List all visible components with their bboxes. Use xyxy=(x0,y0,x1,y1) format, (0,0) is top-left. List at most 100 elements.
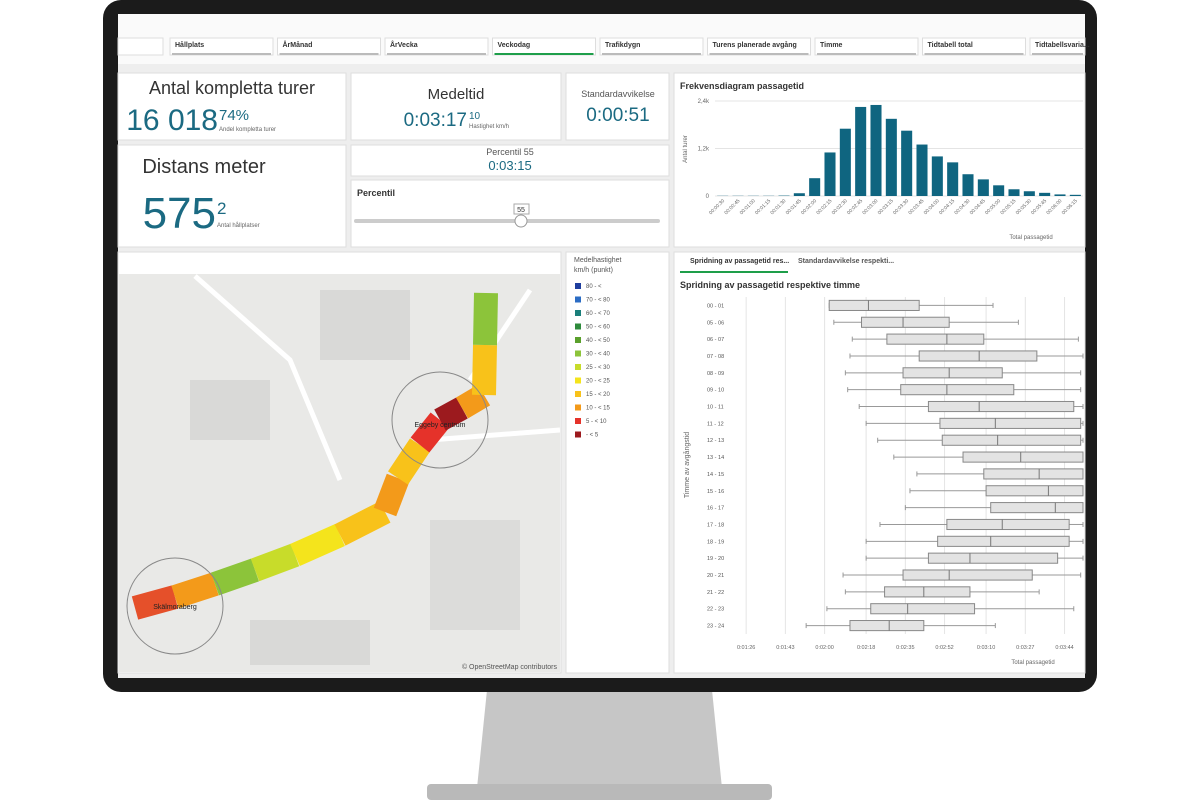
building xyxy=(250,620,370,665)
legend-swatch xyxy=(575,418,581,424)
y-tick-label: 16 - 17 xyxy=(707,506,724,512)
bar xyxy=(978,179,989,196)
kpi-title: Percentil 55 xyxy=(486,147,534,157)
route-segment xyxy=(485,293,486,345)
slider-value: 55 xyxy=(517,207,525,214)
filter-tab-bar xyxy=(387,53,486,55)
legend-label: 40 - < 50 xyxy=(586,338,611,344)
bar xyxy=(1054,194,1065,196)
x-axis-label: Total passagetid xyxy=(1009,235,1052,241)
tab[interactable]: Spridning av passagetid res... xyxy=(690,258,789,265)
legend-title: km/h (punkt) xyxy=(574,267,613,274)
box xyxy=(919,351,1037,361)
y-tick-label: 00 - 01 xyxy=(707,303,724,309)
building xyxy=(430,520,520,630)
x-axis-label: Total passagetid xyxy=(1011,660,1054,666)
kpi-value: 16 018 xyxy=(126,104,218,137)
route-segment xyxy=(484,345,485,395)
filter-tab-label: ÅrVecka xyxy=(390,40,418,49)
box xyxy=(938,536,1070,546)
map-attribution[interactable]: © OpenStreetMap contributors xyxy=(462,663,558,671)
box xyxy=(829,300,919,310)
filter-tab-label: Tidtabellsvaria... xyxy=(1035,42,1090,49)
y-tick-label: 2,4k xyxy=(698,99,710,105)
bar xyxy=(916,145,927,196)
y-tick-label: 09 - 10 xyxy=(707,388,724,394)
kpi-value: 0:03:17 xyxy=(404,110,467,131)
x-tick-label: 0:03:10 xyxy=(977,645,995,651)
legend-swatch xyxy=(575,337,581,343)
bar xyxy=(809,178,820,196)
y-tick-label: 06 - 07 xyxy=(707,337,724,343)
box xyxy=(885,587,970,597)
kpi-value: 0:03:15 xyxy=(488,158,531,173)
legend-label: 80 - < xyxy=(586,284,602,290)
y-axis-label: Timme av avgångstid xyxy=(683,432,691,498)
legend-label: 25 - < 30 xyxy=(586,365,611,371)
filter-tab-label: ÅrMånad xyxy=(283,40,313,49)
x-tick-label: 0:01:26 xyxy=(737,645,755,651)
legend-label: 70 - < 80 xyxy=(586,298,611,304)
box xyxy=(942,435,1080,445)
route-segment xyxy=(462,395,484,408)
bar xyxy=(932,156,943,196)
y-tick-label: 19 - 20 xyxy=(707,556,724,562)
box xyxy=(940,418,1081,428)
slider-knob[interactable] xyxy=(515,215,527,227)
bar xyxy=(947,162,958,196)
route-segment xyxy=(385,478,398,512)
box xyxy=(850,621,924,631)
legend-swatch xyxy=(575,324,581,330)
x-tick-label: 0:03:44 xyxy=(1055,645,1073,651)
kpi-value: 575 xyxy=(143,189,216,238)
bar xyxy=(855,107,866,196)
kpi-sub-value: 10 xyxy=(469,111,481,122)
box xyxy=(984,469,1083,479)
tab[interactable]: Standardavvikelse respekti... xyxy=(798,258,894,265)
y-tick-label: 17 - 18 xyxy=(707,522,724,528)
y-tick-label: 18 - 19 xyxy=(707,539,724,545)
chart-title: Spridning av passagetid respektive timme xyxy=(680,280,860,290)
box xyxy=(963,452,1083,462)
map: Skälmoraberg Eggeby centrum © OpenStreet… xyxy=(119,274,560,672)
y-tick-label: 10 - 11 xyxy=(707,405,724,411)
filter-tab[interactable] xyxy=(118,38,163,55)
monitor-neck xyxy=(477,690,722,788)
bar xyxy=(870,105,881,196)
legend-swatch xyxy=(575,297,581,303)
y-tick-label: 11 - 12 xyxy=(707,421,724,427)
filter-tab-bar xyxy=(1032,53,1083,55)
x-tick-label: 0:02:00 xyxy=(815,645,833,651)
kpi-sub-value: 2 xyxy=(217,199,226,218)
x-tick-label: 0:02:52 xyxy=(935,645,953,651)
kpi-value: 0:00:51 xyxy=(586,105,649,126)
y-tick-label: 13 - 14 xyxy=(707,455,724,461)
kpi-sub-label: Hastighet km/h xyxy=(469,124,509,130)
y-tick-label: 05 - 06 xyxy=(707,320,724,326)
legend-swatch xyxy=(575,391,581,397)
y-tick-label: 23 - 24 xyxy=(707,624,724,630)
y-tick-label: 12 - 13 xyxy=(707,438,724,444)
kpi-title: Medeltid xyxy=(428,86,485,103)
x-tick-label: 0:02:35 xyxy=(896,645,914,651)
bar xyxy=(840,129,851,196)
legend-swatch xyxy=(575,310,581,316)
kpi-title: Standardavvikelse xyxy=(581,89,655,99)
filter-tab-bar xyxy=(280,53,379,55)
bar xyxy=(1008,189,1019,196)
box xyxy=(903,368,1002,378)
legend-label: 10 - < 15 xyxy=(586,406,611,412)
box xyxy=(947,519,1069,529)
bar xyxy=(962,174,973,196)
x-tick-label: 0:01:43 xyxy=(776,645,794,651)
filter-tab-bar xyxy=(602,53,701,55)
monitor-base xyxy=(427,784,772,800)
building xyxy=(320,290,410,360)
y-tick-label: 07 - 08 xyxy=(707,354,724,360)
filter-tab-label: Veckodag xyxy=(498,42,531,49)
box xyxy=(928,553,1057,563)
kpi-title: Antal kompletta turer xyxy=(149,78,315,98)
route-segment xyxy=(215,570,255,584)
